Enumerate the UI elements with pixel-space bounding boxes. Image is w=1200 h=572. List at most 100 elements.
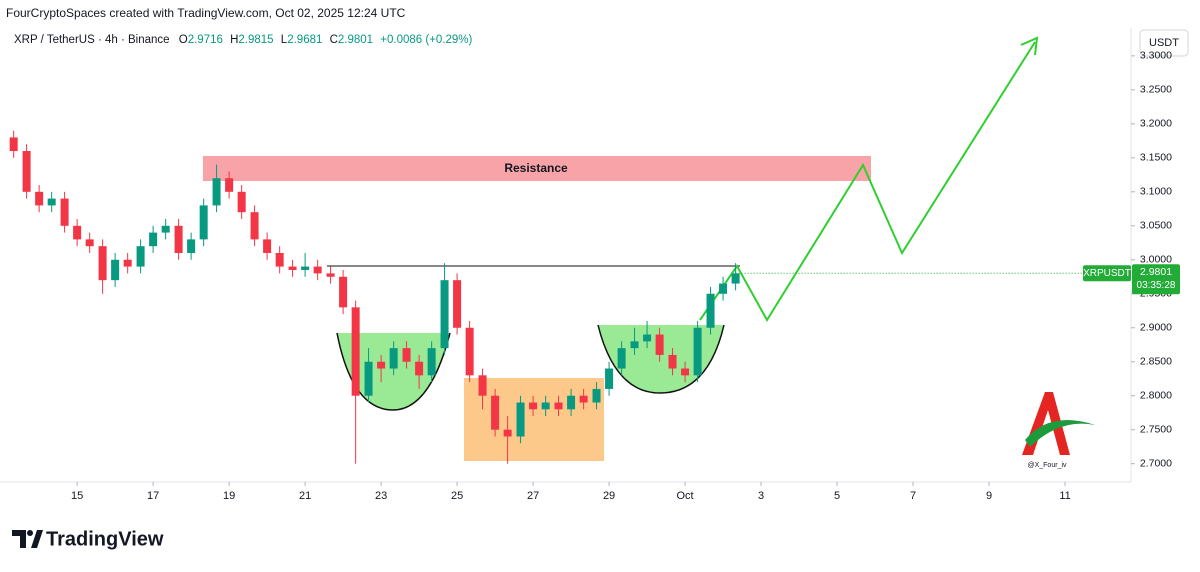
- candle-body: [250, 212, 259, 240]
- legend-change: +0.0086 (+0.29%): [380, 34, 472, 46]
- y-tick-label: 3.0000: [1140, 254, 1172, 266]
- candle-body: [377, 361, 386, 369]
- last-price-name: XRPUSDT: [1083, 268, 1131, 279]
- candle-body: [554, 402, 563, 410]
- candle-body: [630, 341, 639, 349]
- resistance-zone: [203, 156, 871, 181]
- candle-body: [275, 252, 284, 267]
- candle-body: [643, 334, 652, 342]
- candle-body: [22, 151, 31, 192]
- y-tick-label: 3.0500: [1140, 220, 1172, 232]
- legend-label: L: [281, 34, 288, 46]
- candle-body: [681, 368, 690, 376]
- currency-button[interactable]: [1139, 29, 1189, 57]
- candle-body: [478, 375, 487, 396]
- candle-body: [731, 273, 740, 284]
- candle-body: [9, 137, 18, 152]
- candle-body: [579, 395, 588, 403]
- y-tick-label: 3.1000: [1140, 186, 1172, 198]
- candle-body: [491, 395, 500, 430]
- header: FourCryptoSpaces created with TradingVie…: [6, 6, 406, 20]
- legend-label: H: [230, 34, 238, 46]
- x-tick-label: 5: [834, 490, 840, 502]
- last-price-name-box: [1083, 265, 1131, 282]
- y-tick-label: 2.9000: [1140, 322, 1172, 334]
- x-tick-label: 23: [375, 490, 387, 502]
- candle-body: [655, 334, 664, 355]
- y-tick-label: 2.8500: [1140, 356, 1172, 368]
- last-price-countdown: 03:35:28: [1137, 280, 1176, 291]
- x-tick-label: 11: [1059, 490, 1070, 502]
- brand: TradingView: [46, 528, 164, 550]
- candle-body: [453, 280, 462, 328]
- candle-body: [161, 225, 170, 233]
- watermark: @X_Four_iv: [1027, 462, 1067, 469]
- candle-body: [605, 368, 614, 389]
- y-tick-label: 2.7500: [1140, 423, 1172, 435]
- currency: USDT: [1149, 37, 1179, 49]
- cup-right-curve: [597, 324, 725, 394]
- candle-body: [47, 198, 56, 206]
- x-tick-label: 17: [147, 490, 159, 502]
- candle-body: [263, 239, 272, 253]
- x-tick-label: 27: [527, 490, 539, 502]
- candle-body: [389, 348, 398, 369]
- candle-body: [719, 283, 728, 294]
- candle-body: [123, 259, 132, 267]
- candle-body: [98, 246, 107, 281]
- y-tick-label: 3.2500: [1140, 84, 1172, 96]
- cup-left-curve: [336, 332, 451, 411]
- candle-body: [503, 429, 512, 437]
- candle-body: [149, 232, 158, 247]
- x-tick-label: 7: [910, 490, 916, 502]
- x-tick-label: 29: [603, 490, 615, 502]
- y-tick-label: 2.7000: [1140, 457, 1172, 469]
- candle-body: [288, 266, 297, 270]
- candle-body: [668, 354, 677, 369]
- legend-label: O: [179, 34, 188, 46]
- candle-body: [693, 327, 702, 376]
- x-tick-label: 25: [451, 490, 463, 502]
- candle-body: [427, 348, 436, 376]
- brand-icon-dot: [27, 530, 33, 536]
- candle-body: [313, 266, 322, 274]
- candle-body: [402, 348, 411, 362]
- logo-swoosh: [1025, 420, 1095, 447]
- x-tick-label: 15: [71, 490, 83, 502]
- x-tick-label: 19: [223, 490, 235, 502]
- annotation: Resistance: [504, 161, 568, 175]
- legend-label: C: [330, 34, 338, 46]
- legend: XRP / TetherUS · 4h · Binance O2.9716 H2…: [14, 34, 473, 46]
- cup-right: [598, 325, 724, 393]
- candle-body: [415, 361, 424, 376]
- candle-body: [706, 293, 715, 328]
- candle-body: [326, 273, 335, 277]
- candle-body: [111, 259, 120, 281]
- projection-path: [699, 41, 1036, 322]
- legend-value: 2.9716: [188, 34, 223, 46]
- candle-body: [440, 280, 449, 349]
- candle-body: [567, 395, 576, 410]
- candle-body: [237, 191, 246, 213]
- base-box: [464, 378, 604, 461]
- x-tick-label: 21: [299, 490, 311, 502]
- brand-icon: [12, 530, 26, 548]
- candle-body: [301, 266, 310, 270]
- candle-body: [617, 348, 626, 369]
- brand-logo: [12, 530, 43, 548]
- candle-body: [465, 327, 474, 376]
- y-tick-label: 3.2000: [1140, 118, 1172, 130]
- watermark-logo: [1022, 392, 1095, 455]
- candle-body: [199, 205, 208, 240]
- plot: [9, 130, 740, 464]
- candle-body: [529, 402, 538, 410]
- candle-body: [351, 307, 360, 396]
- x-tick-label: 9: [986, 490, 992, 502]
- candle-body: [187, 239, 196, 253]
- candle-body: [592, 388, 601, 403]
- projection-arrowhead: [1020, 36, 1039, 56]
- candle-body: [212, 178, 221, 206]
- last-price-value: 2.9801: [1140, 266, 1172, 278]
